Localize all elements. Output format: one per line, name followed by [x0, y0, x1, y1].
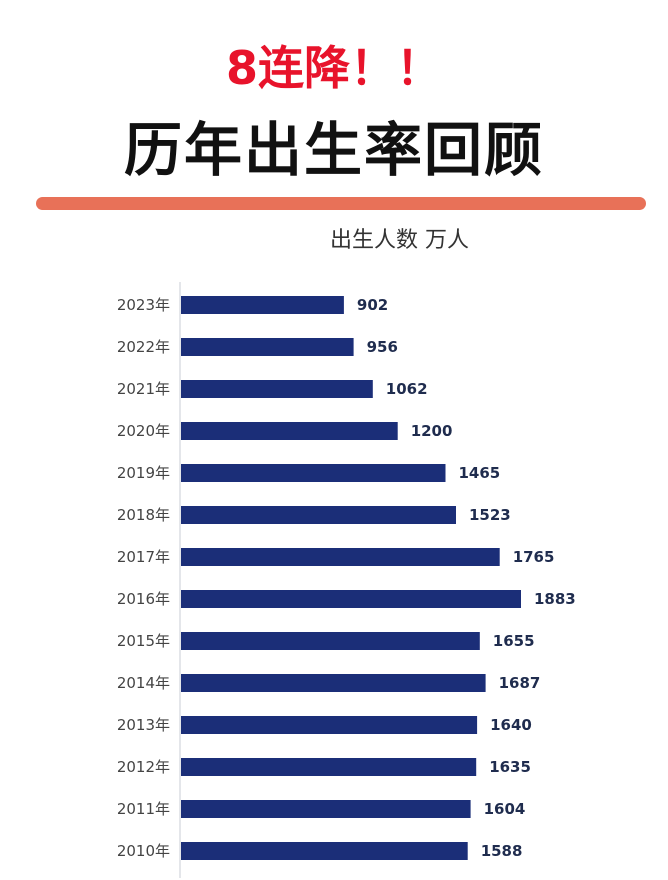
- data-label: 1687: [499, 674, 541, 692]
- bar-chart: 2023年 902 2022年 956 2021年 1062 2020年 1200 2019年 1…: [117, 282, 576, 878]
- bar: [181, 716, 478, 734]
- bar: [181, 548, 500, 566]
- y-tick-label: 2017年: [117, 548, 170, 566]
- y-tick-label: 2014年: [117, 674, 170, 692]
- y-tick-label: 2021年: [117, 380, 170, 398]
- y-tick-label: 2016年: [117, 590, 170, 608]
- bar: [181, 800, 471, 818]
- data-label: 1765: [513, 548, 555, 566]
- title-divider: [36, 197, 646, 210]
- unit-label: 出生人数 万人: [330, 228, 469, 253]
- data-label: 1465: [459, 464, 501, 482]
- y-tick-label: 2010年: [117, 842, 170, 860]
- bar: [181, 464, 446, 482]
- bar: [181, 590, 521, 608]
- bar: [181, 506, 456, 524]
- y-tick-label: 2022年: [117, 338, 170, 356]
- bar: [181, 296, 344, 314]
- y-tick-label: 2011年: [117, 800, 170, 818]
- data-label: 956: [367, 338, 398, 356]
- chart-subtitle: 8连降！！: [225, 41, 442, 95]
- bars-group: 2023年 902 2022年 956 2021年 1062 2020年 1200 2019年 1…: [117, 296, 576, 860]
- bar: [181, 632, 480, 650]
- data-label: 1588: [481, 842, 523, 860]
- data-label: 902: [357, 296, 388, 314]
- bar: [181, 758, 477, 776]
- bar: [181, 422, 398, 440]
- y-tick-label: 2020年: [117, 422, 170, 440]
- data-label: 1523: [469, 506, 511, 524]
- y-tick-label: 2012年: [117, 758, 170, 776]
- data-label: 1604: [484, 800, 526, 818]
- bar: [181, 380, 373, 398]
- bar: [181, 674, 486, 692]
- bar: [181, 338, 354, 356]
- data-label: 1655: [493, 632, 535, 650]
- y-tick-label: 2013年: [117, 716, 170, 734]
- data-label: 1883: [534, 590, 576, 608]
- bar: [181, 842, 468, 860]
- data-label: 1062: [386, 380, 428, 398]
- y-tick-label: 2019年: [117, 464, 170, 482]
- data-label: 1640: [490, 716, 532, 734]
- y-tick-label: 2015年: [117, 632, 170, 650]
- chart-title: 历年出生率回顾: [123, 116, 544, 184]
- data-label: 1635: [489, 758, 531, 776]
- data-label: 1200: [411, 422, 453, 440]
- y-tick-label: 2018年: [117, 506, 170, 524]
- y-tick-label: 2023年: [117, 296, 170, 314]
